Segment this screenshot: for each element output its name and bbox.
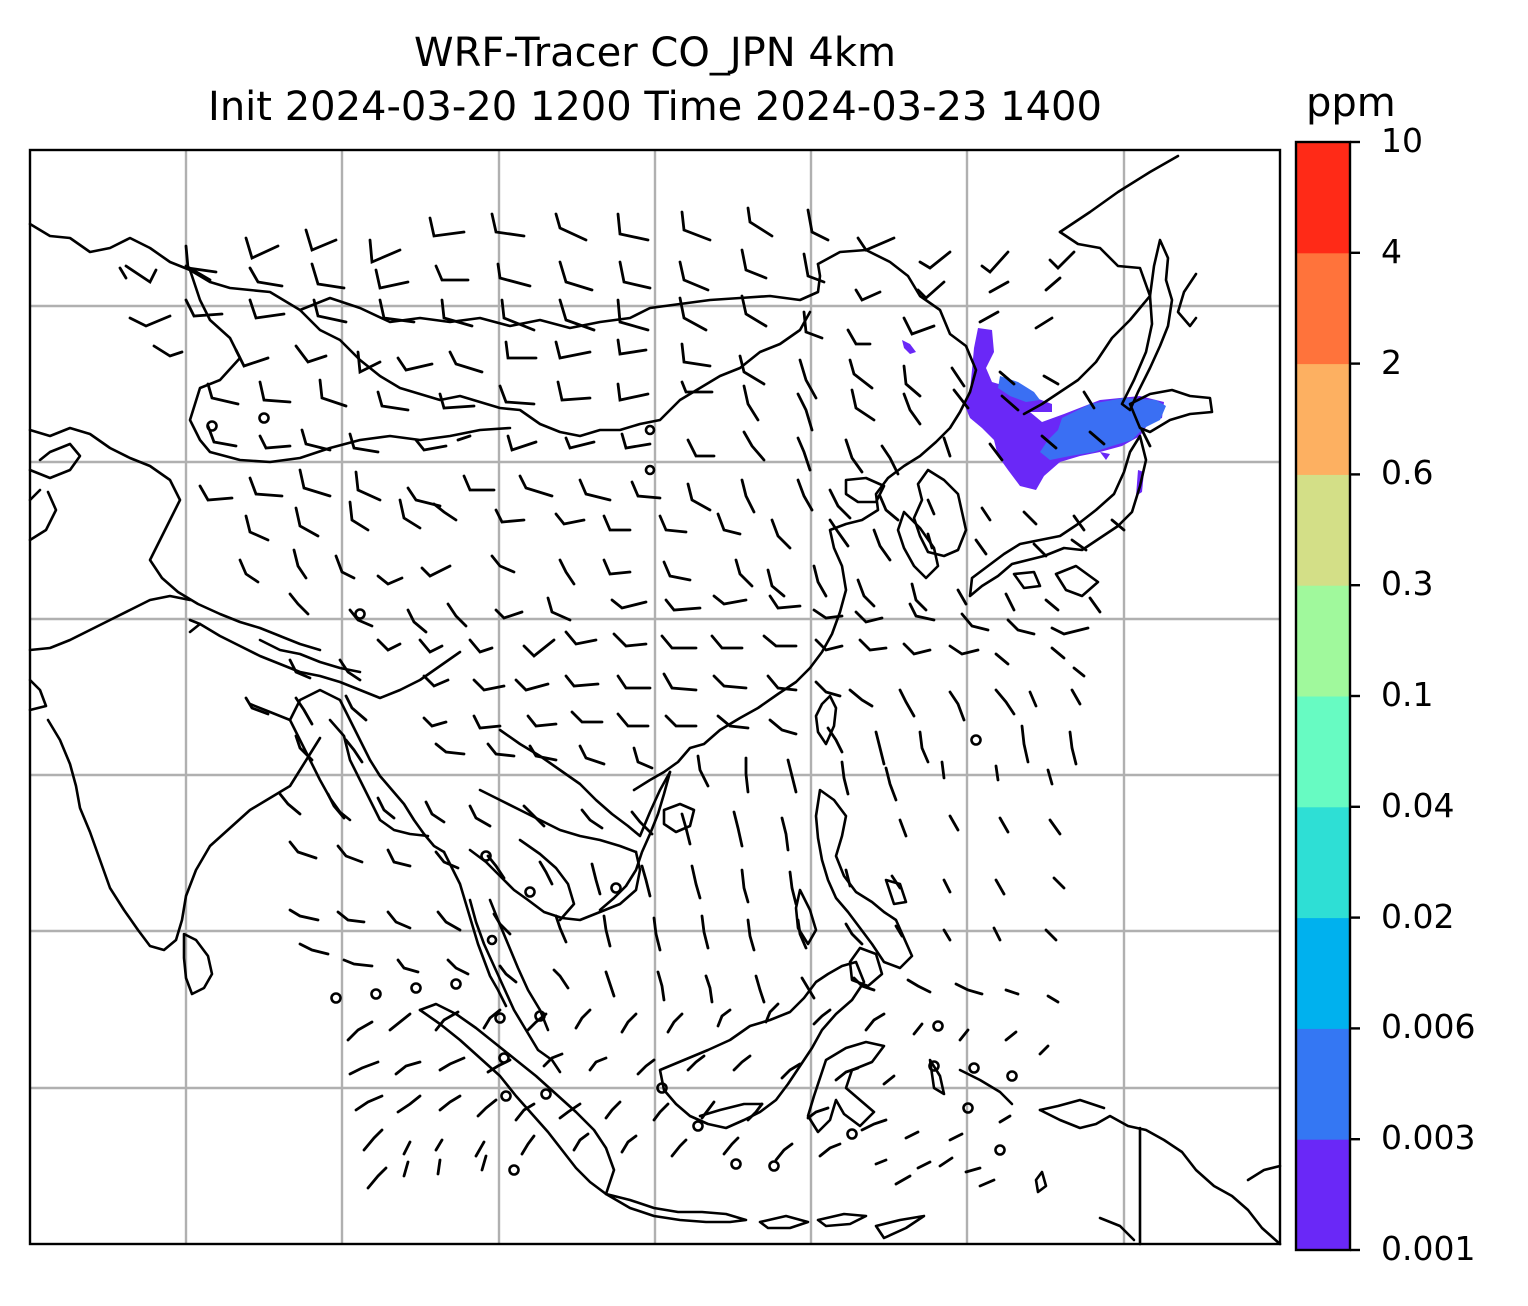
coastlines bbox=[28, 154, 1282, 1246]
figure-title-line2: Init 2024-03-20 1200 Time 2024-03-23 140… bbox=[208, 84, 1102, 130]
map-panel bbox=[28, 148, 1282, 1246]
colorbar-segment bbox=[1296, 806, 1350, 919]
plume-fleck bbox=[902, 340, 916, 354]
figure-title-line1: WRF-Tracer CO_JPN 4km bbox=[414, 30, 896, 76]
colorbar-tick-label: 0.6 bbox=[1381, 453, 1434, 493]
colorbar-segment bbox=[1296, 1028, 1350, 1140]
colorbar-segment bbox=[1296, 252, 1350, 365]
plume-fleck-3 bbox=[1100, 452, 1110, 460]
colorbar-segment bbox=[1296, 696, 1350, 808]
wind-barbs bbox=[118, 206, 1152, 1190]
colorbar-tick-label: 0.001 bbox=[1381, 1229, 1476, 1268]
colorbar-tick-label: 0.003 bbox=[1381, 1118, 1476, 1158]
colorbar-tick-label: 0.006 bbox=[1381, 1007, 1476, 1047]
colorbar-segment bbox=[1296, 585, 1350, 697]
colorbar-tick-label: 0.02 bbox=[1381, 896, 1455, 936]
colorbar-tick-label: 10 bbox=[1381, 121, 1423, 160]
colorbar-segment bbox=[1296, 1139, 1350, 1251]
plume-outer bbox=[964, 328, 1164, 490]
colorbar-tick-label: 0.3 bbox=[1381, 564, 1434, 604]
colorbar bbox=[1294, 140, 1360, 1252]
gridlines bbox=[30, 150, 1280, 1244]
colorbar-segment bbox=[1296, 474, 1350, 586]
colorbar-tick-label: 0.1 bbox=[1381, 675, 1434, 714]
plume-core-2 bbox=[998, 376, 1040, 402]
colorbar-tick-label: 0.04 bbox=[1381, 785, 1455, 825]
colorbar-tick-label: 4 bbox=[1381, 231, 1402, 271]
colorbar-units-label: ppm bbox=[1306, 80, 1396, 126]
colorbar-segment bbox=[1296, 917, 1350, 1029]
map-border bbox=[28, 148, 1282, 1246]
colorbar-segment bbox=[1296, 142, 1350, 254]
colorbar-segment bbox=[1296, 363, 1350, 475]
colorbar-tick-label: 2 bbox=[1381, 342, 1402, 382]
calm-wind-markers bbox=[206, 412, 1018, 1176]
